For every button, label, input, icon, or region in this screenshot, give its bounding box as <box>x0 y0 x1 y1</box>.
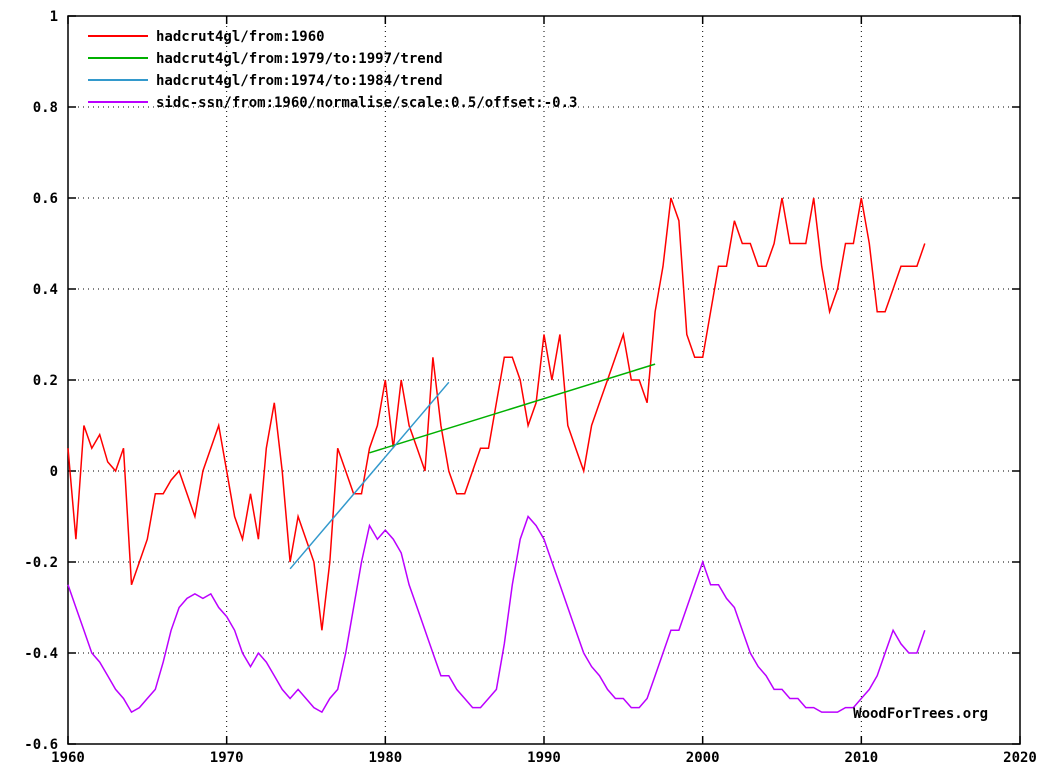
legend-label: hadcrut4gl/from:1974/to:1984/trend <box>156 73 443 89</box>
x-tick-label: 1970 <box>210 750 244 766</box>
x-tick-label: 1980 <box>368 750 402 766</box>
legend-label: sidc-ssn/from:1960/normalise/scale:0.5/o… <box>156 95 577 111</box>
y-tick-label: 0.6 <box>33 191 58 207</box>
y-tick-label: -0.6 <box>24 737 58 753</box>
legend-label: hadcrut4gl/from:1960 <box>156 29 325 45</box>
x-axis-labels: 1960 1970 1980 1990 2000 2010 2020 <box>51 750 1037 766</box>
x-tick-label: 2000 <box>686 750 720 766</box>
x-tick-label: 2010 <box>844 750 878 766</box>
legend-label: hadcrut4gl/from:1979/to:1997/trend <box>156 51 443 67</box>
y-tick-label: -0.4 <box>24 646 58 662</box>
watermark-text: WoodForTrees.org <box>853 706 988 722</box>
y-tick-label: 0.4 <box>33 282 58 298</box>
y-tick-label: 0.8 <box>33 100 58 116</box>
legend: hadcrut4gl/from:1960 hadcrut4gl/from:1979… <box>88 29 577 111</box>
sunspot-series <box>67 515 926 714</box>
y-tick-label: 0.2 <box>33 373 58 389</box>
trend-1979-1997-series <box>369 363 656 454</box>
grid <box>68 16 1020 744</box>
y-tick-label: 1 <box>50 9 58 25</box>
x-tick-label: 2020 <box>1003 750 1037 766</box>
axis-ticks <box>67 15 1021 745</box>
series-layer <box>67 197 926 714</box>
y-tick-label: -0.2 <box>24 555 58 571</box>
y-axis-labels: -0.6 -0.4 -0.2 0 0.2 0.4 0.6 0.8 1 <box>24 9 58 753</box>
x-tick-label: 1990 <box>527 750 561 766</box>
x-tick-label: 1960 <box>51 750 85 766</box>
trend-1974-1984-series <box>289 381 450 570</box>
y-tick-label: 0 <box>50 464 58 480</box>
temperature-series <box>67 197 926 631</box>
